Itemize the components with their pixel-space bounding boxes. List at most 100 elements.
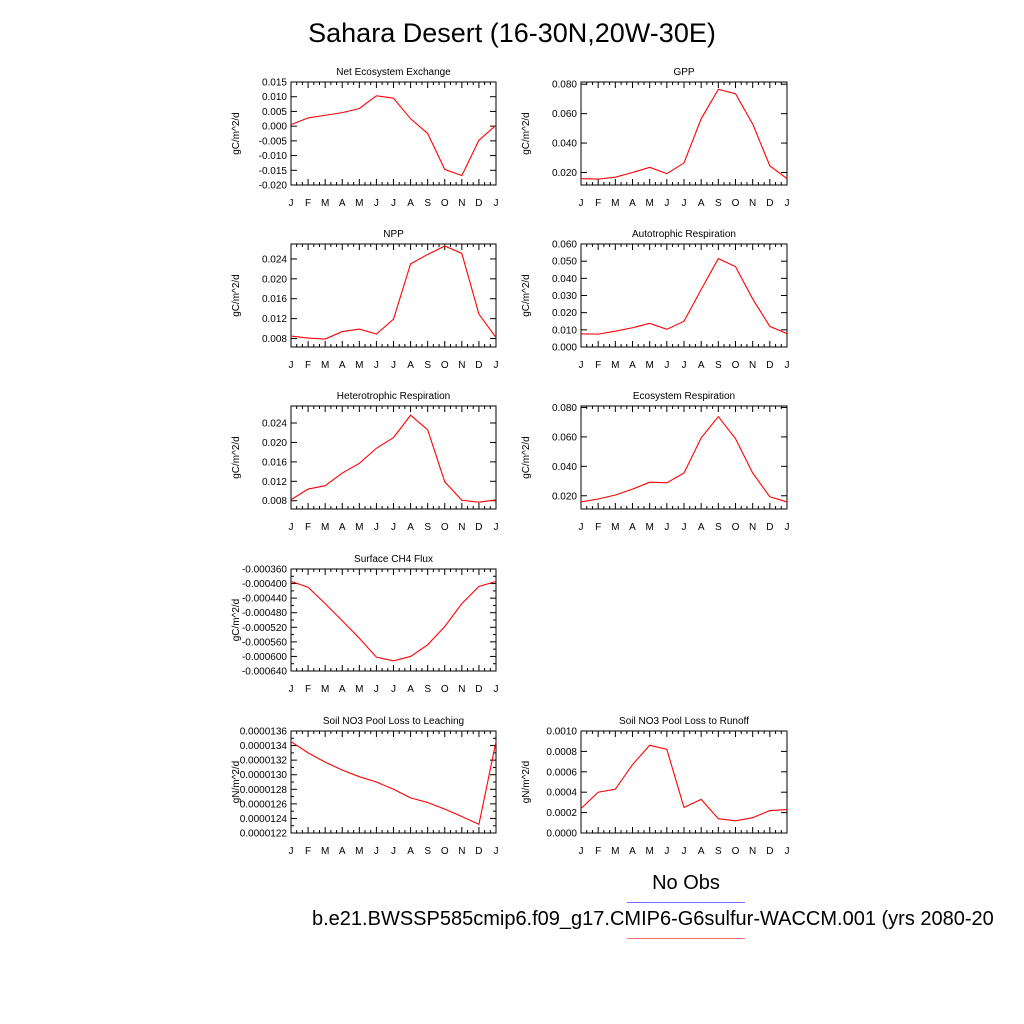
y-tick-label: -0.000360	[242, 565, 287, 576]
x-tick-label: O	[441, 198, 449, 209]
plot-frame	[290, 243, 497, 348]
x-tick-label: A	[629, 360, 636, 371]
x-tick-label: N	[749, 846, 756, 857]
y-tick-label: 0.0000124	[240, 814, 288, 825]
y-tick-label: 0.0000122	[240, 829, 288, 840]
x-tick-label: S	[424, 198, 431, 209]
x-tick-label: O	[441, 522, 449, 533]
y-tick-label: -0.000520	[242, 623, 287, 634]
y-tick-label: 0.0000132	[240, 756, 288, 767]
x-tick-label: J	[682, 360, 687, 371]
x-tick-label: D	[766, 522, 773, 533]
x-tick-label: D	[766, 846, 773, 857]
y-tick-label: 0.0000126	[240, 799, 288, 810]
y-tick-label: 0.0006	[546, 767, 577, 778]
x-tick-label: M	[611, 360, 619, 371]
x-tick-label: M	[321, 198, 329, 209]
x-tick-label: J	[682, 846, 687, 857]
x-tick-label: S	[424, 360, 431, 371]
y-tick-label: -0.000640	[242, 667, 287, 678]
x-tick-label: J	[374, 360, 379, 371]
x-tick-label: A	[339, 522, 346, 533]
x-tick-label: M	[645, 360, 653, 371]
y-tick-label: -0.000480	[242, 608, 287, 619]
x-tick-label: J	[579, 522, 584, 533]
x-tick-label: A	[339, 684, 346, 695]
series-line	[580, 415, 788, 503]
y-tick-label: 0.005	[262, 107, 287, 118]
x-tick-label: M	[355, 846, 363, 857]
x-tick-label: J	[494, 360, 499, 371]
series-line	[290, 245, 497, 340]
x-tick-label: M	[321, 360, 329, 371]
x-tick-label: J	[391, 360, 396, 371]
x-tick-label: N	[749, 198, 756, 209]
y-tick-label: 0.0000136	[240, 727, 288, 738]
panel-title: Autotrophic Respiration	[632, 229, 736, 240]
y-tick-label: -0.000400	[242, 579, 287, 590]
y-axis-label: gC/m^2/d	[231, 599, 242, 642]
x-tick-label: D	[475, 198, 482, 209]
x-tick-label: M	[355, 684, 363, 695]
plot-frame	[580, 730, 788, 834]
x-tick-label: O	[441, 846, 449, 857]
x-tick-label: J	[664, 198, 669, 209]
panel-title: Surface CH4 Flux	[354, 554, 433, 565]
x-tick-label: J	[494, 846, 499, 857]
x-tick-label: J	[374, 846, 379, 857]
x-tick-label: A	[407, 360, 414, 371]
series-line	[290, 414, 497, 503]
x-tick-label: A	[407, 522, 414, 533]
panel-title: Soil NO3 Pool Loss to Runoff	[619, 716, 749, 727]
x-tick-label: D	[475, 360, 482, 371]
x-tick-label: J	[374, 198, 379, 209]
legend-line-case	[627, 938, 745, 939]
x-tick-label: M	[611, 846, 619, 857]
x-tick-label: J	[785, 846, 790, 857]
series-line	[580, 257, 788, 335]
x-tick-label: J	[494, 198, 499, 209]
panel-title: Heterotrophic Respiration	[337, 391, 450, 402]
x-tick-label: J	[494, 522, 499, 533]
x-tick-label: S	[715, 198, 722, 209]
y-tick-label: 0.040	[552, 274, 577, 285]
y-tick-label: 0.060	[552, 240, 577, 251]
x-tick-label: M	[355, 522, 363, 533]
x-tick-label: D	[475, 846, 482, 857]
x-tick-label: J	[664, 846, 669, 857]
y-tick-label: 0.030	[552, 291, 577, 302]
y-axis-label: gN/m^2/d	[231, 761, 242, 804]
y-tick-label: 0.024	[262, 419, 287, 430]
y-tick-label: 0.020	[262, 274, 287, 285]
y-axis-label: gC/m^2/d	[231, 112, 242, 155]
y-tick-label: 0.016	[262, 457, 287, 468]
plot-frame	[290, 405, 497, 510]
y-tick-label: 0.000	[552, 343, 577, 354]
panel-title: GPP	[673, 67, 694, 78]
y-tick-label: 0.040	[552, 139, 577, 150]
y-tick-label: 0.010	[262, 92, 287, 103]
panel-title: Soil NO3 Pool Loss to Leaching	[323, 716, 464, 727]
x-tick-label: A	[407, 846, 414, 857]
x-tick-label: N	[749, 360, 756, 371]
x-tick-label: J	[289, 360, 294, 371]
x-tick-label: A	[698, 846, 705, 857]
y-tick-label: 0.020	[262, 438, 287, 449]
x-tick-label: J	[289, 846, 294, 857]
y-tick-label: 0.016	[262, 294, 287, 305]
panel-title: NPP	[383, 229, 404, 240]
x-tick-label: O	[441, 684, 449, 695]
y-tick-label: 0.0004	[546, 788, 577, 799]
x-tick-label: A	[407, 684, 414, 695]
x-tick-label: J	[664, 522, 669, 533]
x-tick-label: A	[629, 522, 636, 533]
y-tick-label: 0.080	[552, 403, 577, 414]
x-tick-label: J	[289, 522, 294, 533]
y-tick-label: -0.000560	[242, 637, 287, 648]
x-tick-label: F	[595, 846, 601, 857]
